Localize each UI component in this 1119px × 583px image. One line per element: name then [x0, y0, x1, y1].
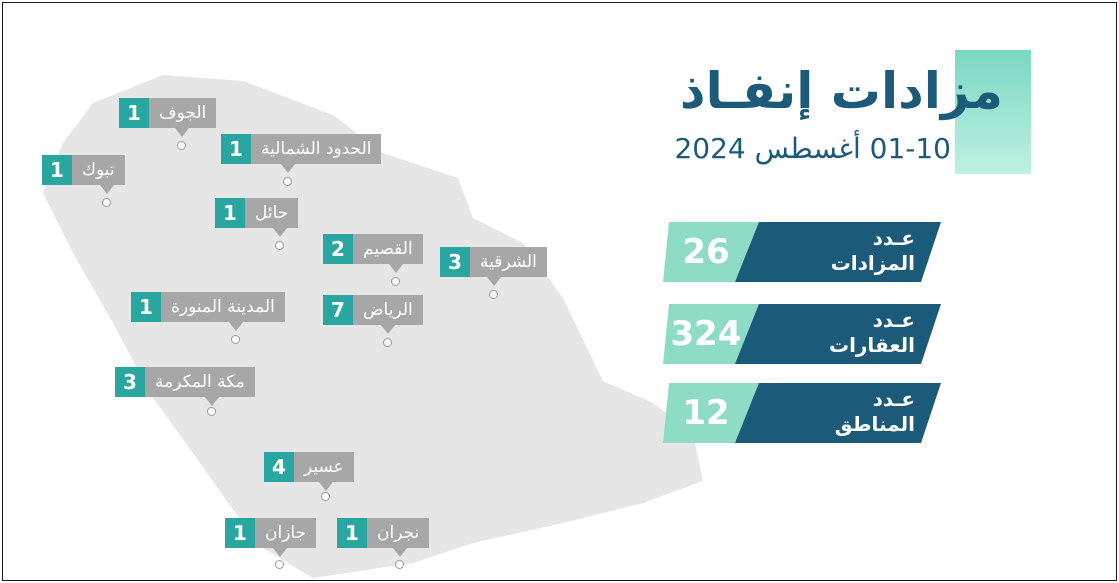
region-label-makkah: 3 مكة المكرمة [115, 367, 255, 397]
region-count: 1 [221, 134, 251, 164]
region-name: الرياض [353, 295, 423, 325]
location-pin-icon [383, 338, 392, 347]
stat-shape [663, 304, 941, 364]
stat-value: 12 [682, 393, 730, 433]
region-label-tabuk: 1 تبوك [42, 155, 125, 185]
stat-regions: 12 عـدد المناطق [663, 383, 941, 443]
region-pointer [229, 322, 243, 331]
region-pointer [381, 325, 395, 334]
stat-value: 324 [670, 314, 742, 354]
region-name: مكة المكرمة [145, 367, 255, 397]
region-pointer [389, 264, 403, 273]
region-label-eastern: 3 الشرقية [440, 247, 547, 277]
stat-value: 26 [682, 232, 730, 272]
location-pin-icon [231, 335, 240, 344]
stat-label-top: عـدد [872, 308, 915, 332]
location-pin-icon [489, 290, 498, 299]
stat-auctions: 26 عـدد المزادات [663, 222, 941, 282]
region-count: 1 [42, 155, 72, 185]
region-label-northern-borders: 1 الحدود الشمالية [221, 134, 382, 164]
region-label-hail: 1 حائل [215, 198, 299, 228]
region-label-madinah: 1 المدينة المنورة [131, 292, 285, 322]
stat-shape [663, 222, 941, 282]
region-name: القصيم [353, 234, 423, 264]
title-block: مزادات إنفـاذ 01-10 أغسطس 2024 [563, 48, 1043, 178]
region-name: الجوف [149, 98, 217, 128]
saudi-arabia-map [43, 75, 703, 578]
stat-label-top: عـدد [872, 387, 915, 411]
region-label-najran: 1 نجران [337, 518, 430, 548]
stat-shape [663, 383, 941, 443]
region-pointer [393, 548, 407, 557]
region-pointer [273, 548, 287, 557]
region-name: عسير [294, 452, 354, 482]
region-count: 1 [131, 292, 161, 322]
region-name: حائل [245, 198, 299, 228]
page-title: مزادات إنفـاذ [679, 62, 1003, 120]
region-count: 3 [440, 247, 470, 277]
region-label-jouf: 1 الجوف [119, 98, 217, 128]
region-count: 7 [323, 295, 353, 325]
region-pointer [319, 482, 333, 491]
region-count: 1 [215, 198, 245, 228]
region-pointer [487, 277, 501, 286]
location-pin-icon [275, 560, 284, 569]
location-pin-icon [207, 407, 216, 416]
region-label-qassim: 2 القصيم [323, 234, 423, 264]
region-name: جازان [255, 518, 317, 548]
stat-label-top: عـدد [872, 226, 915, 250]
location-pin-icon [391, 277, 400, 286]
title-accent-bar [955, 50, 1031, 174]
stat-label: عـدد العقارات [775, 308, 915, 358]
location-pin-icon [395, 560, 404, 569]
region-pointer [175, 128, 189, 137]
location-pin-icon [177, 141, 186, 150]
stat-label-bottom: المزادات [830, 251, 915, 275]
stat-properties: 324 عـدد العقارات [663, 304, 941, 364]
stat-label: عـدد المزادات [775, 226, 915, 276]
region-pointer [100, 185, 114, 194]
region-pointer [273, 228, 287, 237]
location-pin-icon [283, 177, 292, 186]
region-count: 1 [225, 518, 255, 548]
region-count: 4 [264, 452, 294, 482]
region-label-asir: 4 عسير [264, 452, 354, 482]
region-name: الحدود الشمالية [251, 134, 382, 164]
date-range: 01-10 أغسطس 2024 [674, 132, 951, 165]
region-label-jazan: 1 جازان [225, 518, 317, 548]
region-name: نجران [367, 518, 430, 548]
region-count: 2 [323, 234, 353, 264]
location-pin-icon [275, 241, 284, 250]
region-name: الشرقية [470, 247, 547, 277]
region-count: 1 [337, 518, 367, 548]
location-pin-icon [102, 198, 111, 207]
region-name: المدينة المنورة [161, 292, 285, 322]
region-name: تبوك [72, 155, 125, 185]
region-pointer [205, 397, 219, 406]
region-count: 3 [115, 367, 145, 397]
region-count: 1 [119, 98, 149, 128]
region-pointer [281, 164, 295, 173]
location-pin-icon [321, 492, 330, 501]
region-label-riyadh: 7 الرياض [323, 295, 423, 325]
stat-label: عـدد المناطق [775, 387, 915, 437]
stat-label-bottom: العقارات [828, 333, 915, 357]
stat-label-bottom: المناطق [834, 412, 915, 436]
